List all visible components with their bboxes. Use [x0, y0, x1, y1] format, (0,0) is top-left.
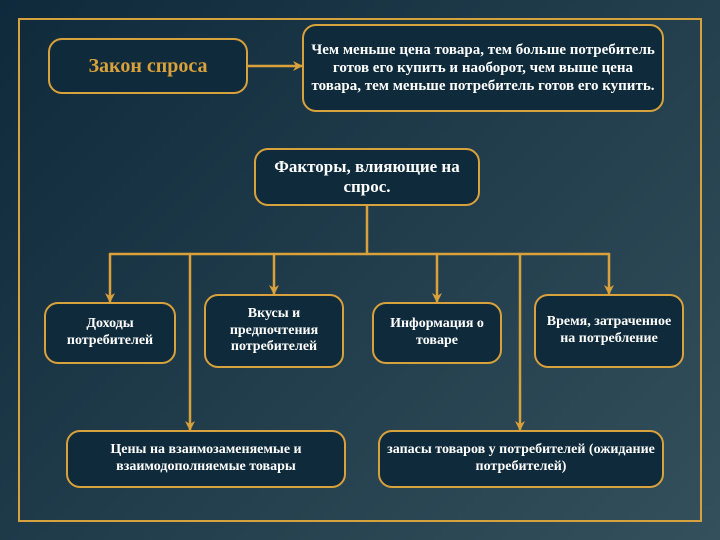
node-factor-time: Время, затраченное на потребление [534, 294, 684, 368]
text-factor-tastes: Вкусы и предпочтения потребителей [212, 306, 336, 356]
node-factor-stocks: запасы товаров у потребителей (ожидание … [378, 430, 664, 488]
node-law-title: Закон спроса [48, 38, 248, 94]
node-factor-prices: Цены на взаимозаменяемые и взаимодополня… [66, 430, 346, 488]
text-factors-title: Факторы, влияющие на спрос. [262, 157, 472, 198]
text-factor-time: Время, затраченное на потребление [542, 314, 676, 348]
text-law-title: Закон спроса [89, 54, 208, 78]
text-factor-income: Доходы потребителей [52, 316, 168, 350]
text-factor-info: Информация о товаре [380, 316, 494, 350]
node-factors-title: Факторы, влияющие на спрос. [254, 148, 480, 206]
node-factor-info: Информация о товаре [372, 302, 502, 364]
text-factor-prices: Цены на взаимозаменяемые и взаимодополня… [74, 442, 338, 476]
node-law-def: Чем меньше цена товара, тем больше потре… [302, 24, 664, 112]
node-factor-tastes: Вкусы и предпочтения потребителей [204, 294, 344, 368]
node-factor-income: Доходы потребителей [44, 302, 176, 364]
slide-root: Закон спроса Чем меньше цена товара, тем… [0, 0, 720, 540]
text-factor-stocks: запасы товаров у потребителей (ожидание … [386, 442, 656, 476]
text-law-def: Чем меньше цена товара, тем больше потре… [310, 41, 656, 95]
